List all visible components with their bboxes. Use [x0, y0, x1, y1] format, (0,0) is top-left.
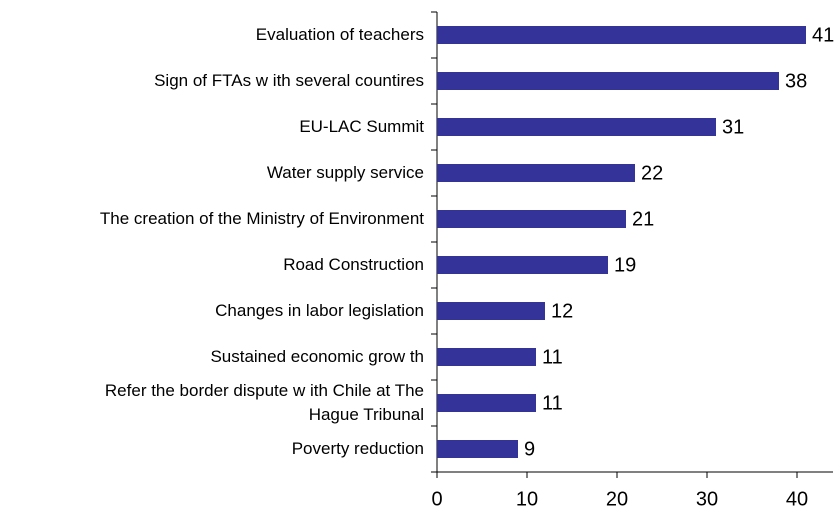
bar — [437, 348, 536, 366]
value-label: 9 — [524, 438, 535, 460]
category-label: Poverty reduction — [291, 439, 424, 458]
category-label: The creation of the Ministry of Environm… — [99, 209, 424, 228]
value-label: 31 — [722, 116, 744, 138]
category-label: Changes in labor legislation — [215, 301, 424, 320]
bar — [437, 118, 716, 136]
x-tick-label: 30 — [696, 488, 718, 510]
category-label: Sign of FTAs w ith several countires — [154, 71, 424, 90]
x-tick-label: 0 — [431, 488, 442, 510]
bar — [437, 302, 545, 320]
x-tick-label: 40 — [786, 488, 808, 510]
category-label: Refer the border dispute w ith Chile at … — [104, 381, 424, 424]
bar — [437, 394, 536, 412]
bar — [437, 72, 779, 90]
value-label: 11 — [542, 346, 563, 368]
bar — [437, 440, 518, 458]
value-label: 21 — [632, 208, 654, 230]
value-label: 38 — [785, 70, 807, 92]
category-label: Sustained economic grow th — [210, 347, 424, 366]
value-label: 22 — [641, 162, 663, 184]
value-label: 41 — [812, 24, 834, 46]
category-label: Road Construction — [283, 255, 424, 274]
x-tick-label: 20 — [606, 488, 628, 510]
category-label: Evaluation of teachers — [255, 25, 424, 44]
category-label: EU-LAC Summit — [299, 117, 424, 136]
value-label: 12 — [551, 300, 573, 322]
value-label: 19 — [614, 254, 636, 276]
bar — [437, 256, 608, 274]
bar — [437, 210, 626, 228]
bar — [437, 26, 806, 44]
bar — [437, 164, 635, 182]
category-label: Water supply service — [266, 163, 424, 182]
x-tick-label: 10 — [516, 488, 538, 510]
value-label: 11 — [542, 392, 563, 414]
